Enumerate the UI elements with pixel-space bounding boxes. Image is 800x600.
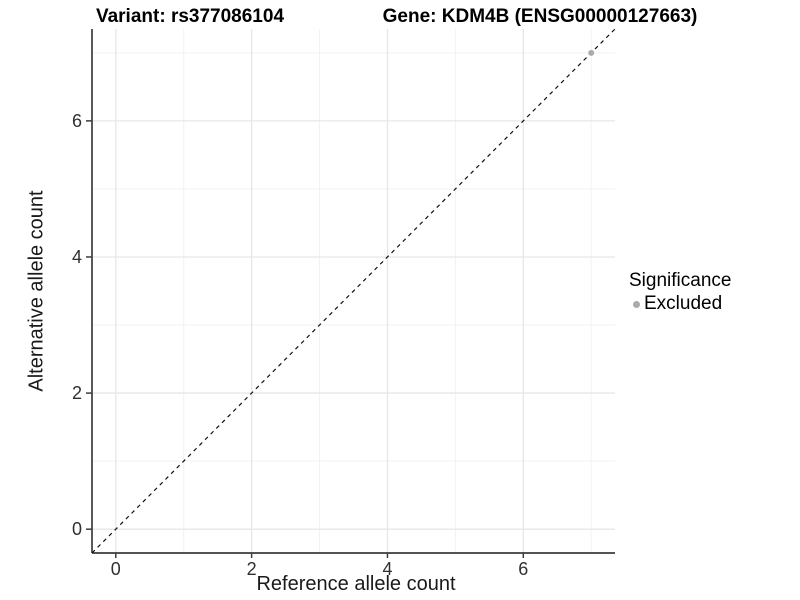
legend-item-excluded: Excluded <box>629 293 731 315</box>
x-tick-label: 2 <box>247 559 257 579</box>
y-tick-label: 4 <box>72 247 82 267</box>
data-point <box>588 49 595 56</box>
plot-title-variant: Variant: rs377086104 <box>95 6 285 27</box>
x-tick-label: 0 <box>111 559 121 579</box>
x-tick-label: 6 <box>518 559 528 579</box>
y-tick-label: 0 <box>72 519 82 539</box>
x-tick-label: 4 <box>382 559 392 579</box>
plot-title-gene: Gene: KDM4B (ENSG00000127663) <box>382 6 698 27</box>
legend-title: Significance <box>629 270 732 291</box>
x-axis-title: Reference allele count <box>256 573 456 595</box>
plot-title: Variant: rs377086104 Gene: KDM4B (ENSG00… <box>0 0 800 28</box>
y-tick-label: 2 <box>72 383 82 403</box>
y-axis-title: Alternative allele count <box>25 190 48 392</box>
legend-point-icon <box>633 300 640 308</box>
legend-item-label: Excluded <box>644 293 723 314</box>
y-tick-label: 6 <box>72 111 82 131</box>
identity-line <box>91 28 616 554</box>
legend: Significance Excluded <box>629 269 731 315</box>
